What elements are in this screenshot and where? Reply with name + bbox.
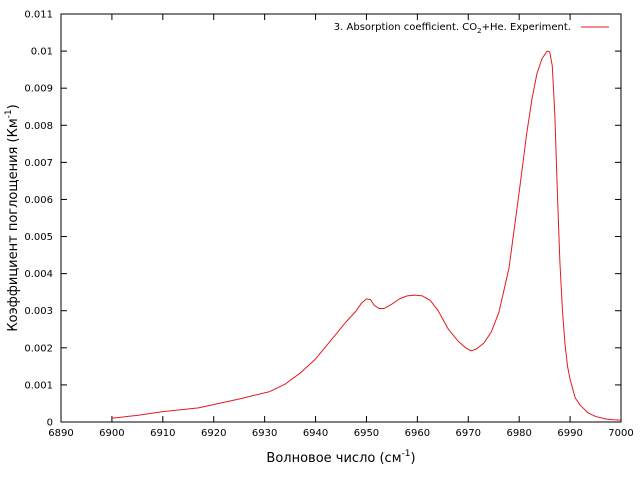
y-tick-label: 0.003: [24, 306, 53, 317]
y-axis-label-main: Коэффициент поглощения (Км: [6, 118, 21, 331]
tick-labels: 6890 6900 6910 6920 6930 6940 6950 6960 6970 6980…: [24, 10, 633, 440]
x-tick-label: 6900: [99, 428, 124, 439]
y-tick-label: 0.01: [31, 47, 53, 58]
x-axis-label-main: Волновое число (см: [266, 451, 401, 466]
series-layer: [111, 50, 622, 421]
x-axis-label-close: ): [410, 451, 415, 466]
y-tick-label: 0.006: [24, 195, 53, 206]
x-axis-label: Волновое число (см-1): [266, 449, 415, 466]
legend-label-sub: 2: [477, 27, 481, 35]
x-tick-label: 6980: [506, 428, 531, 439]
y-tick-label: 0.007: [24, 158, 53, 169]
y-tick-label: 0.002: [24, 343, 53, 354]
x-tick-label: 7000: [608, 428, 633, 439]
x-tick-label: 6930: [252, 428, 277, 439]
y-axis-label-close: ): [6, 104, 21, 109]
legend-label-post: +He. Experiment.: [482, 22, 571, 33]
y-tick-label: 0.004: [24, 269, 53, 280]
y-tick-label: 0.009: [24, 84, 53, 95]
y-tick-label: 0: [47, 418, 53, 429]
x-tick-label: 6990: [557, 428, 582, 439]
y-tick-label: 0.011: [24, 10, 53, 21]
legend: 3. Absorption coefficient. CO2+He. Exper…: [334, 22, 609, 35]
series-line: [111, 50, 622, 421]
y-tick-label: 0.001: [24, 380, 53, 391]
x-tick-label: 6970: [456, 428, 481, 439]
legend-label-pre: 3. Absorption coefficient. CO: [334, 22, 477, 33]
legend-label: 3. Absorption coefficient. CO2+He. Exper…: [334, 22, 571, 35]
x-tick-label: 6890: [48, 428, 73, 439]
x-tick-label: 6950: [354, 428, 379, 439]
y-axis-label: Коэффициент поглощения (Км-1): [4, 104, 21, 331]
y-axis-label-sup: -1: [4, 109, 14, 118]
x-tick-label: 6920: [201, 428, 226, 439]
x-tick-label: 6960: [405, 428, 430, 439]
y-tick-label: 0.008: [24, 121, 53, 132]
y-tick-label: 0.005: [24, 232, 53, 243]
x-tick-label: 6910: [150, 428, 175, 439]
x-tick-label: 6940: [303, 428, 328, 439]
x-axis-label-sup: -1: [402, 449, 411, 459]
plot-frame: [60, 13, 622, 423]
